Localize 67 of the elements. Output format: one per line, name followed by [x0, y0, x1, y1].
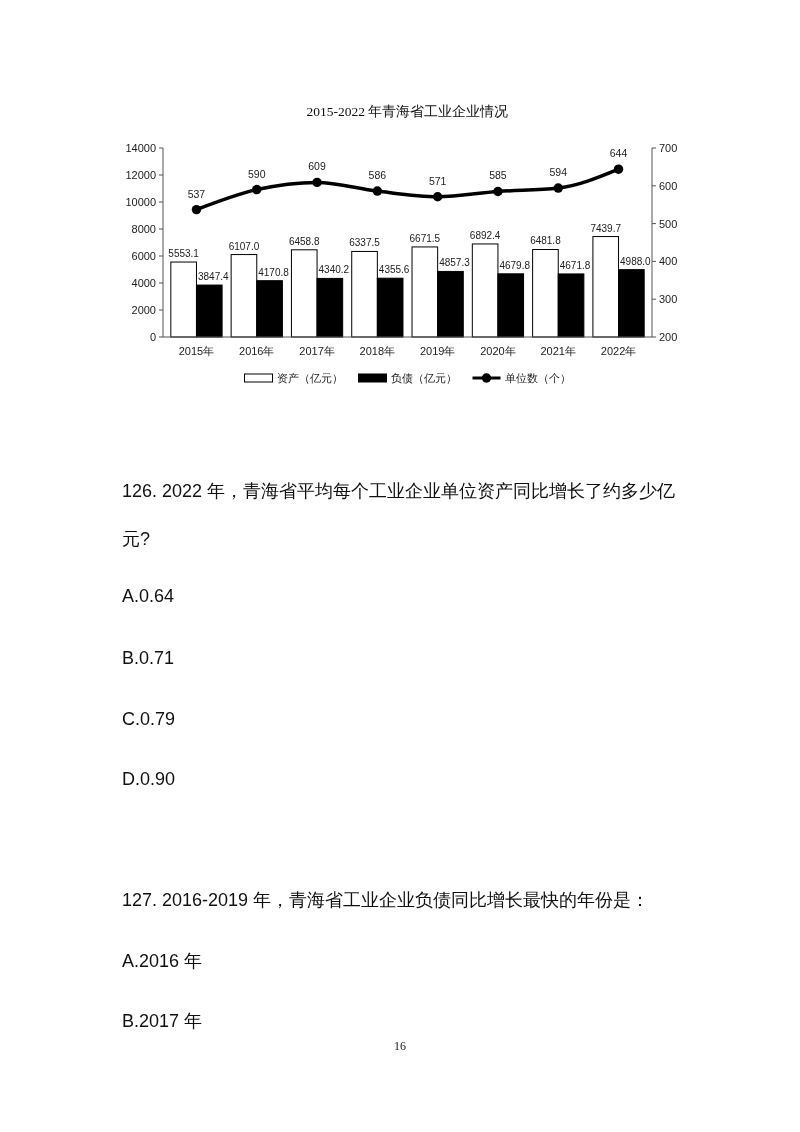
data-label: 6458.8	[288, 235, 320, 247]
x-tick-label: 2021年	[540, 345, 576, 357]
text: D.0.90	[122, 769, 176, 789]
data-label: 3847.4	[197, 271, 229, 283]
legend-label: 单位数（个）	[504, 372, 571, 384]
point	[252, 184, 262, 195]
y-tick-label: 2000	[131, 304, 156, 316]
data-label: 594	[549, 166, 568, 179]
data-label: 590	[247, 167, 266, 180]
data-label: 644	[609, 147, 628, 160]
text: A.0.64	[122, 586, 175, 606]
point	[493, 186, 503, 197]
point	[613, 164, 624, 174]
y-tick-label: 8000	[131, 223, 156, 235]
y2-tick-label: 300	[659, 293, 678, 306]
text: 16	[394, 1039, 406, 1053]
chart-title: 2015-2022 年青海省工业企业情况	[306, 104, 509, 119]
y-tick-label: 12000	[125, 169, 156, 181]
point	[372, 186, 383, 196]
data-label: 571	[428, 174, 447, 187]
data-label: 6107.0	[228, 240, 260, 252]
point	[432, 192, 443, 202]
x-tick-label: 2017年	[299, 345, 335, 357]
data-label: 4170.8	[258, 266, 290, 278]
y2-tick-label: 200	[659, 331, 678, 343]
point	[553, 183, 563, 193]
x-tick-label: 2018年	[359, 345, 396, 357]
y2-tick-label: 500	[659, 217, 678, 230]
text: B.2017 年	[122, 1011, 203, 1031]
x-tick-label: 2016年	[239, 345, 275, 357]
text: A.2016 年	[122, 951, 203, 971]
y2-tick-label: 400	[659, 255, 678, 268]
y-tick-label: 4000	[131, 277, 156, 289]
data-label: 4355.6	[378, 264, 410, 276]
text: 126. 2022 年，青海省平均每个工业企业单位资产同比增长了约多少亿元?	[122, 481, 676, 549]
y-tick-label: 0	[149, 331, 156, 343]
data-label: 6481.8	[530, 235, 562, 247]
x-tick-label: 2020年	[480, 345, 516, 357]
data-label: 4857.3	[439, 257, 471, 269]
data-label: 6671.5	[409, 232, 441, 244]
data-label: 609	[308, 160, 326, 173]
data-label: 586	[368, 169, 387, 182]
point	[312, 177, 322, 188]
data-label: 4679.8	[499, 259, 531, 271]
x-tick-label: 2019年	[419, 345, 456, 357]
data-label: 4340.2	[318, 264, 350, 276]
data-label: 4671.8	[559, 259, 591, 271]
point	[191, 204, 202, 215]
data-label: 4988.0	[620, 255, 652, 267]
y2-tick-label: 700	[659, 142, 678, 154]
x-tick-label: 2022年	[600, 345, 637, 357]
x-tick-label: 2015年	[178, 345, 215, 357]
legend-label: 负债（亿元）	[390, 372, 457, 384]
y-tick-label: 10000	[125, 196, 156, 208]
y2-tick-label: 600	[659, 179, 678, 192]
text: 127. 2016-2019 年，青海省工业企业负债同比增长最快的年份是：	[122, 890, 650, 910]
y-tick-label: 14000	[125, 142, 156, 154]
data-label: 7439.7	[590, 222, 622, 234]
data-label: 585	[489, 169, 507, 182]
legend-label: 资产（亿元）	[276, 372, 343, 384]
data-label: 6337.5	[349, 237, 381, 249]
data-label: 537	[187, 187, 206, 200]
text: B.0.71	[122, 648, 175, 668]
text: C.0.79	[122, 709, 176, 729]
data-label: 5553.1	[168, 248, 200, 260]
data-label: 6892.4	[469, 229, 501, 241]
y-tick-label: 6000	[131, 250, 156, 262]
